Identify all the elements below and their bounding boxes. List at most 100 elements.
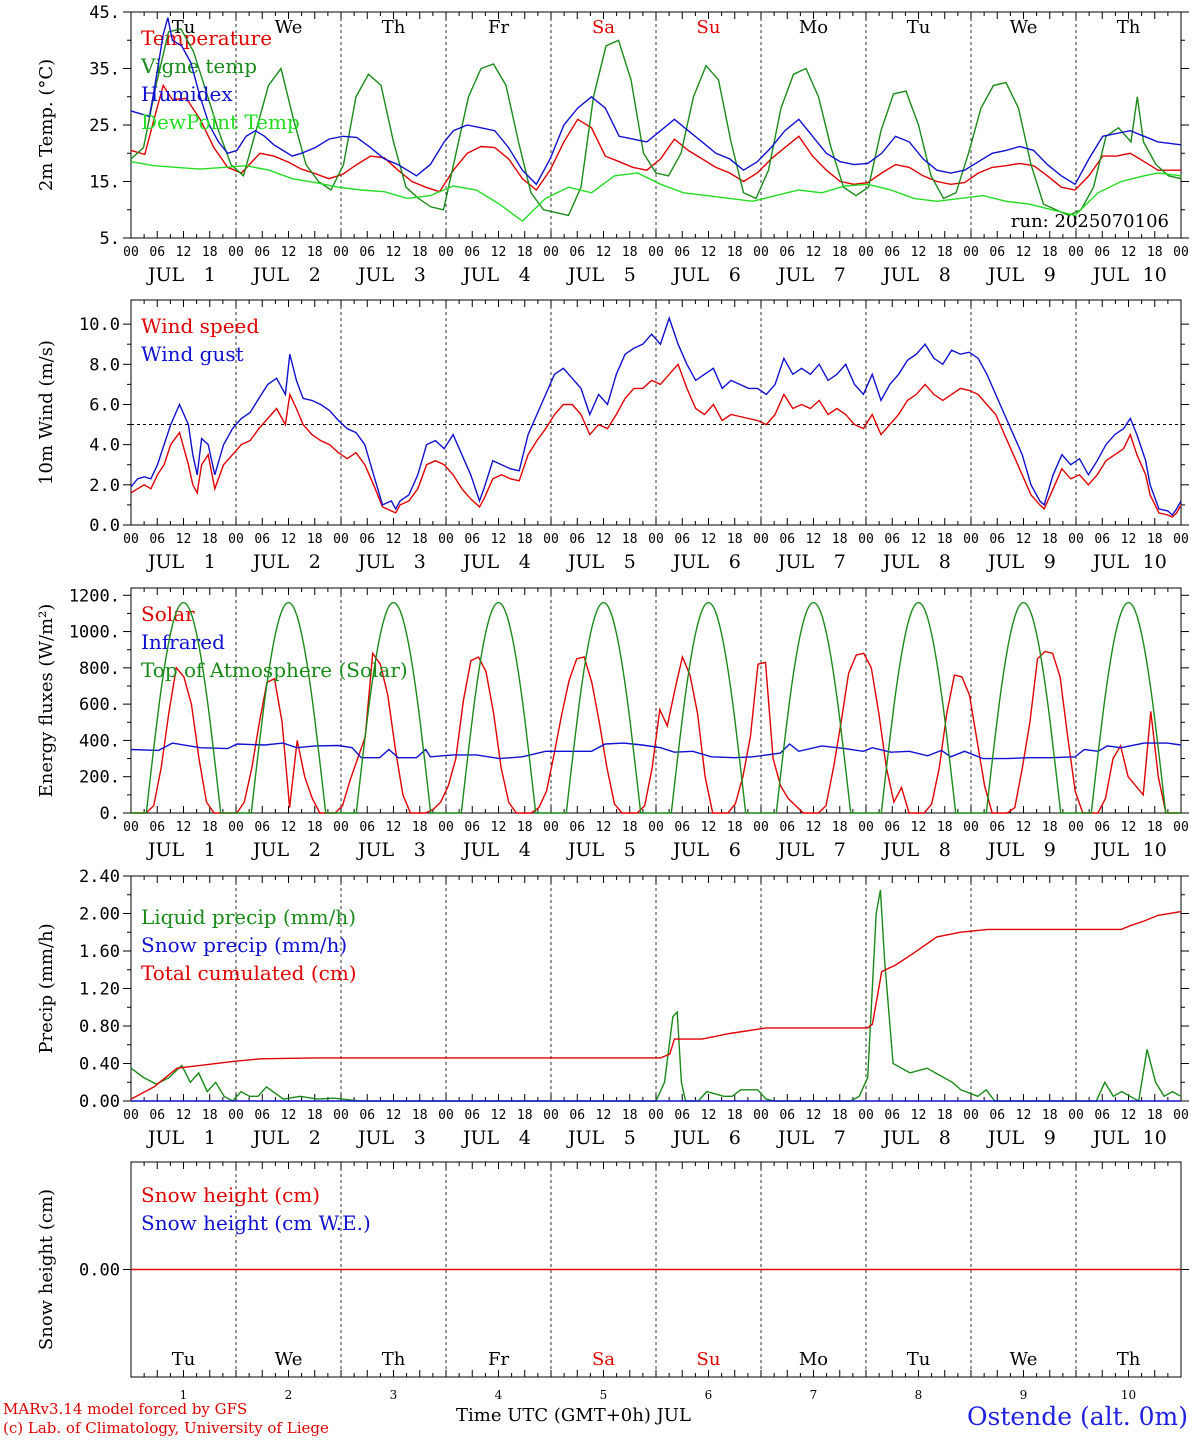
day-name-label: Tu [907, 1349, 931, 1370]
hour-tick-label: 00 [1173, 532, 1189, 547]
hour-tick-label: 00 [228, 245, 244, 260]
copyright-credit-line: (c) Lab. of Climatology, University of L… [3, 1419, 329, 1437]
hour-tick-label: 18 [937, 820, 953, 835]
hour-tick-label: 18 [727, 1108, 743, 1123]
hour-tick-label: 18 [832, 532, 848, 547]
day-name-label: Th [382, 17, 406, 38]
hour-tick-label: 06 [884, 532, 900, 547]
date-label: 7 [834, 1127, 846, 1149]
hour-tick-label: 12 [806, 820, 822, 835]
month-label: JUL [881, 839, 920, 861]
date-label: 8 [939, 839, 951, 861]
hour-tick-label: 00 [753, 532, 769, 547]
hour-tick-label: 18 [202, 1108, 218, 1123]
legend-entry: DewPoint Temp [141, 110, 300, 134]
hour-tick-label: 00 [333, 245, 349, 260]
hour-tick-label: 18 [202, 245, 218, 260]
y-axis-label: Snow height (cm) [36, 1189, 57, 1350]
date-label: 10 [1143, 839, 1167, 861]
day-name-label: We [1010, 17, 1038, 38]
month-label: JUL [251, 551, 290, 573]
y-tick-label: 0. [100, 804, 120, 824]
hour-tick-label: 18 [412, 1108, 428, 1123]
hour-tick-label: 12 [281, 532, 297, 547]
day-name-label: We [1010, 1349, 1038, 1370]
date-label: 9 [1044, 839, 1056, 861]
day-name-label: Su [697, 17, 721, 38]
month-label: JUL [566, 839, 605, 861]
hour-tick-label: 12 [911, 532, 927, 547]
date-label: 6 [729, 264, 741, 286]
month-label: JUL [566, 264, 605, 286]
hour-tick-label: 00 [123, 820, 139, 835]
hour-tick-label: 00 [1068, 820, 1084, 835]
legend-entry: Top of Atmosphere (Solar) [141, 658, 408, 682]
hour-tick-label: 06 [1094, 1108, 1110, 1123]
hour-tick-label: 06 [1094, 532, 1110, 547]
day-name-label: Tu [172, 1349, 196, 1370]
hour-tick-label: 12 [1121, 245, 1137, 260]
date-label: 1 [204, 551, 216, 573]
date-label: 3 [414, 1127, 426, 1149]
date-label: 6 [729, 839, 741, 861]
hour-tick-label: 18 [202, 532, 218, 547]
hour-tick-label: 06 [779, 1108, 795, 1123]
legend-entry: Wind gust [141, 342, 244, 366]
y-tick-label: 2.00 [79, 905, 120, 925]
hour-tick-label: 06 [359, 532, 375, 547]
hour-tick-label: 18 [1042, 1108, 1058, 1123]
month-label: JUL [776, 551, 815, 573]
hour-tick-label: 00 [123, 245, 139, 260]
month-label: JUL [986, 264, 1025, 286]
month-label: JUL [671, 1127, 710, 1149]
month-label: JUL [251, 264, 290, 286]
legend-entry: Infrared [141, 630, 225, 654]
date-label: 3 [414, 839, 426, 861]
hour-tick-label: 12 [1121, 820, 1137, 835]
month-label: JUL [146, 551, 185, 573]
hour-tick-label: 06 [254, 245, 270, 260]
time-axis-label: Time UTC (GMT+0h) JUL [456, 1405, 691, 1426]
hour-tick-label: 06 [464, 1108, 480, 1123]
date-label: 2 [309, 264, 321, 286]
day-name-label: Mo [799, 17, 828, 38]
hour-tick-label: 12 [911, 820, 927, 835]
hour-tick-label: 06 [1094, 245, 1110, 260]
hour-tick-label: 00 [648, 820, 664, 835]
hour-tick-label: 12 [701, 532, 717, 547]
hour-tick-label: 00 [1068, 532, 1084, 547]
hour-tick-label: 00 [438, 1108, 454, 1123]
date-label: 2 [309, 551, 321, 573]
hour-tick-label: 12 [281, 245, 297, 260]
y-tick-label: 15. [89, 173, 120, 193]
hour-tick-label: 18 [412, 245, 428, 260]
hour-tick-label: 06 [149, 245, 165, 260]
hour-tick-label: 00 [963, 820, 979, 835]
hour-tick-label: 12 [1016, 245, 1032, 260]
day-number-label: 9 [1020, 1388, 1028, 1402]
month-label: JUL [776, 264, 815, 286]
hour-tick-label: 00 [438, 820, 454, 835]
hour-tick-label: 00 [438, 245, 454, 260]
month-label: JUL [986, 551, 1025, 573]
hour-tick-label: 00 [858, 245, 874, 260]
y-tick-label: 45. [89, 3, 120, 23]
date-label: 2 [309, 1127, 321, 1149]
hour-tick-label: 06 [779, 820, 795, 835]
y-tick-label: 10.0 [79, 315, 120, 335]
month-label: JUL [986, 839, 1025, 861]
hour-tick-label: 00 [648, 1108, 664, 1123]
hour-tick-label: 12 [491, 820, 507, 835]
y-tick-label: 0.40 [79, 1055, 120, 1075]
y-axis-label: Precip (mm/h) [36, 923, 57, 1053]
hour-tick-label: 12 [701, 820, 717, 835]
date-label: 6 [729, 1127, 741, 1149]
hour-tick-label: 12 [596, 245, 612, 260]
date-label: 4 [519, 1127, 531, 1149]
date-label: 5 [624, 551, 636, 573]
run-annotation: run: 2025070106 [1011, 211, 1169, 232]
date-label: 2 [309, 839, 321, 861]
month-label: JUL [566, 551, 605, 573]
hour-tick-label: 18 [517, 820, 533, 835]
